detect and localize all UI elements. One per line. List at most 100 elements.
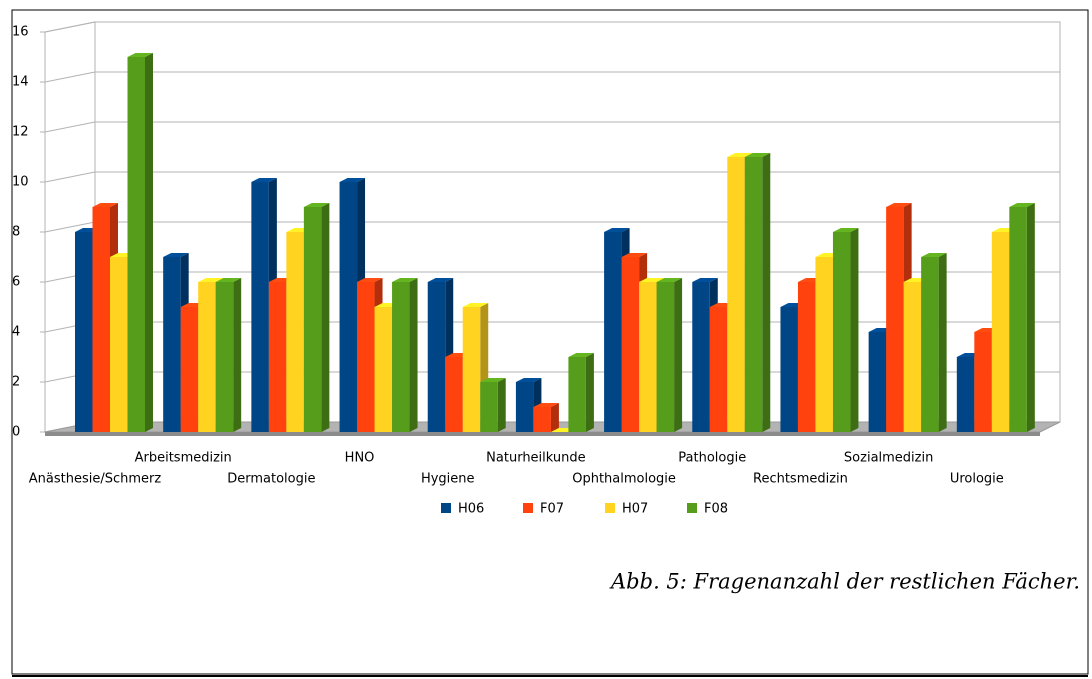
legend-swatch — [687, 503, 697, 513]
legend-label: H06 — [458, 502, 484, 517]
bar-top — [621, 253, 648, 257]
bar-top — [604, 228, 630, 232]
bar-top — [744, 153, 771, 157]
caption: Abb. 5: Fragenanzahl der restlichen Fäch… — [609, 570, 1080, 594]
bar — [797, 282, 816, 432]
grid-line — [44, 71, 96, 83]
y-tick-label: 10 — [12, 175, 29, 190]
bar — [357, 282, 375, 432]
bar-top — [480, 378, 506, 382]
bar-top — [392, 278, 418, 282]
bar — [251, 182, 269, 432]
bar-top — [568, 353, 594, 357]
bar-top — [462, 303, 489, 307]
bar-side — [321, 203, 330, 432]
bar — [75, 232, 93, 432]
bar — [339, 182, 358, 432]
legend-swatch — [523, 503, 533, 513]
bar-top — [215, 278, 242, 282]
bar — [568, 357, 586, 432]
bar-side — [938, 253, 947, 432]
bar — [709, 307, 728, 432]
x-tick-label: Sozialmedizin — [844, 451, 933, 466]
x-tick-label: Arbeitsmedizin — [135, 451, 232, 466]
bar — [1009, 207, 1027, 432]
bar — [692, 282, 710, 432]
bar-side — [497, 378, 506, 432]
bar-top — [163, 253, 189, 257]
bar-top — [303, 203, 330, 207]
bar-top — [251, 178, 277, 182]
bar-side — [674, 278, 683, 432]
bar — [815, 257, 833, 432]
bar-side — [762, 153, 771, 432]
bar — [515, 382, 534, 432]
bar — [533, 407, 551, 432]
bar-top — [92, 203, 118, 207]
bar-top — [515, 378, 542, 382]
bar — [268, 282, 287, 432]
y-tick-label: 16 — [12, 25, 29, 40]
bar — [110, 257, 128, 432]
x-tick-label: Anästhesie/Schmerz — [29, 472, 162, 487]
bar — [727, 157, 745, 432]
bar — [886, 207, 904, 432]
frame — [11, 9, 1089, 675]
x-tick-label: Pathologie — [678, 451, 746, 466]
grid-line — [44, 21, 96, 33]
bar-side — [550, 403, 559, 432]
x-tick-label: Urologie — [950, 472, 1004, 487]
bar-top — [533, 403, 559, 407]
x-tick-label: Rechtsmedizin — [753, 472, 848, 487]
bar-top — [692, 278, 718, 282]
y-tick-label: 0 — [12, 425, 20, 440]
bar-top — [427, 278, 454, 282]
legend-label: F08 — [704, 502, 728, 517]
bar-top — [198, 278, 224, 282]
bar-top — [727, 153, 753, 157]
y-tick-label: 8 — [12, 225, 20, 240]
bar-side — [850, 228, 859, 432]
legend-label: H07 — [622, 502, 648, 517]
legend-swatch — [605, 503, 615, 513]
bar-top — [921, 253, 947, 257]
bar — [462, 307, 481, 432]
bar — [215, 282, 234, 432]
bar-top — [339, 178, 366, 182]
y-tick-label: 2 — [12, 375, 20, 390]
legend-label: F07 — [540, 502, 564, 517]
bar — [163, 257, 181, 432]
bar — [639, 282, 657, 432]
bar — [392, 282, 410, 432]
bar — [621, 257, 640, 432]
bar — [744, 157, 763, 432]
bar — [480, 382, 498, 432]
bar — [921, 257, 939, 432]
legend-swatch — [441, 503, 451, 513]
bar — [780, 307, 798, 432]
bar — [656, 282, 675, 432]
x-tick-label: Ophthalmologie — [572, 472, 676, 487]
grid-line — [44, 221, 96, 233]
bar — [303, 207, 322, 432]
bar — [991, 232, 1010, 432]
grid-line — [44, 171, 96, 183]
bar-side — [409, 278, 418, 432]
bar-top — [357, 278, 383, 282]
bar-side — [1026, 203, 1035, 432]
x-tick-label: Dermatologie — [227, 472, 315, 487]
bar — [180, 307, 199, 432]
bar-top — [1009, 203, 1035, 207]
y-tick-label: 4 — [12, 325, 20, 340]
x-tick-label: Hygiene — [421, 472, 475, 487]
bar — [832, 232, 851, 432]
bar — [198, 282, 216, 432]
bar — [868, 332, 887, 432]
y-tick-label: 6 — [12, 275, 20, 290]
bar-top — [832, 228, 859, 232]
y-tick-label: 12 — [12, 125, 29, 140]
bar — [903, 282, 922, 432]
bar-top — [639, 278, 665, 282]
bar — [286, 232, 304, 432]
